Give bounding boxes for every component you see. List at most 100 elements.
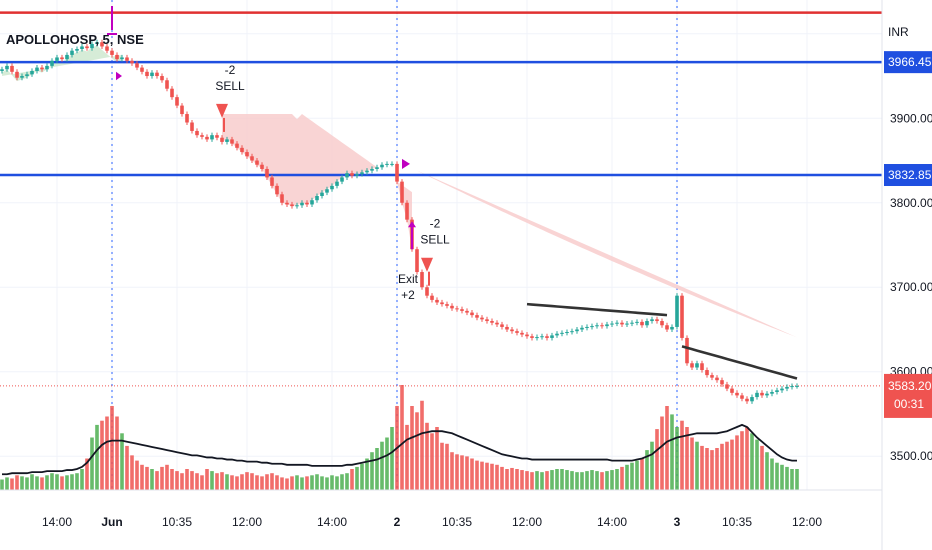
- volume-bar: [765, 452, 769, 490]
- level-price-tag: [884, 51, 932, 74]
- candle-body: [660, 321, 664, 326]
- candle-body: [785, 386, 789, 389]
- candle-body: [530, 336, 534, 338]
- volume-bar: [615, 469, 619, 490]
- volume-bar: [620, 466, 624, 490]
- volume-bar: [90, 437, 94, 490]
- volume-bar: [480, 461, 484, 490]
- volume-bar: [550, 470, 554, 490]
- time-axis[interactable]: 14:00 Jun 10:35 12:00 14:00 2 10:35 12:00 14:00 3…: [0, 489, 882, 529]
- candle-body: [520, 332, 524, 335]
- candle-body: [165, 80, 169, 89]
- volume-bar: [785, 466, 789, 490]
- candle-body: [90, 43, 94, 49]
- volume-bar: [770, 458, 774, 490]
- candle-body: [80, 46, 84, 49]
- candle-body: [235, 143, 239, 148]
- signal-label: SELL: [420, 233, 450, 247]
- horizontal-levels[interactable]: [0, 11, 882, 387]
- time-tick-label: 14:00: [597, 515, 627, 529]
- volume-bar: [655, 429, 659, 490]
- volume-bar: [735, 435, 739, 490]
- candle-body: [690, 363, 694, 368]
- volume-bars: [0, 385, 799, 490]
- candle-body: [75, 49, 79, 51]
- candle-body: [655, 319, 659, 322]
- candle-body: [105, 46, 109, 51]
- volume-bar: [65, 475, 69, 490]
- candle-body: [365, 170, 369, 173]
- candle-body: [425, 287, 429, 296]
- volume-ma-line: [2, 423, 797, 476]
- candle-body: [615, 322, 619, 324]
- candle-body: [110, 50, 114, 55]
- volume-bar: [420, 400, 424, 490]
- volume-bar: [340, 474, 344, 490]
- volume-bar: [290, 476, 294, 490]
- volume-bar: [235, 476, 239, 490]
- grid: [0, 0, 882, 490]
- ma-segment: [526, 302, 668, 317]
- candle-body: [745, 398, 749, 402]
- volume-bar: [415, 412, 419, 490]
- candle-body: [340, 177, 344, 182]
- candle-body: [775, 390, 779, 392]
- candle-body: [545, 336, 549, 338]
- volume-bar: [135, 460, 139, 490]
- candle-body: [645, 321, 649, 326]
- volume-bar: [435, 427, 439, 490]
- volume-bar: [45, 475, 49, 490]
- candle-body: [670, 326, 674, 330]
- volume-bar: [15, 475, 19, 490]
- candle-body: [740, 395, 744, 399]
- volume-bar: [795, 469, 799, 490]
- candle-body: [580, 327, 584, 330]
- candle-body: [250, 156, 254, 161]
- time-tick-label: 12:00: [792, 515, 822, 529]
- price-tick-label: 3500.00: [890, 449, 932, 463]
- price-axis[interactable]: 3500.003600.003700.003800.003900.003966.…: [881, 0, 932, 550]
- time-tick-label: 14:00: [317, 515, 347, 529]
- volume-bar: [225, 474, 229, 490]
- candle-body: [535, 337, 539, 339]
- exit-marker-icon: [402, 158, 410, 169]
- volume-bar: [490, 463, 494, 490]
- level-price-label: 3832.85: [888, 168, 932, 182]
- candle-body: [515, 331, 519, 333]
- volume-bar: [455, 454, 459, 490]
- volume-bar: [585, 471, 589, 490]
- volume-bar: [175, 471, 179, 490]
- candle-body: [435, 299, 439, 303]
- volume-bar: [595, 471, 599, 490]
- volume-bar: [165, 464, 169, 490]
- candle-body: [85, 46, 89, 49]
- volume-bar: [485, 462, 489, 490]
- time-tick-label: 2: [394, 515, 401, 529]
- volume-bar: [245, 472, 249, 490]
- currency-label: INR: [888, 25, 909, 39]
- candle-body: [640, 321, 644, 326]
- bearish-band: [417, 170, 797, 338]
- candle-body: [240, 147, 244, 153]
- volume-bar: [600, 472, 604, 490]
- volume-bar: [115, 416, 119, 490]
- trade-signals: -2 SELL -2 SELL Exit +2: [107, 6, 450, 302]
- candle-body: [350, 173, 354, 176]
- moving-average-line: [526, 302, 798, 380]
- volume-bar: [500, 466, 504, 490]
- volume-bar: [475, 460, 479, 490]
- volume-bar: [5, 477, 9, 490]
- candle-body: [35, 67, 39, 71]
- volume-bar: [170, 469, 174, 490]
- candle-body: [130, 60, 134, 64]
- volume-bar: [450, 452, 454, 490]
- candle-body: [710, 375, 714, 378]
- candle-body: [665, 325, 669, 330]
- volume-bar: [670, 414, 674, 490]
- candle-body: [415, 249, 419, 273]
- time-tick-label: 12:00: [232, 515, 262, 529]
- candle-body: [395, 163, 399, 182]
- volume-bar: [780, 464, 784, 490]
- volume-bar: [195, 473, 199, 490]
